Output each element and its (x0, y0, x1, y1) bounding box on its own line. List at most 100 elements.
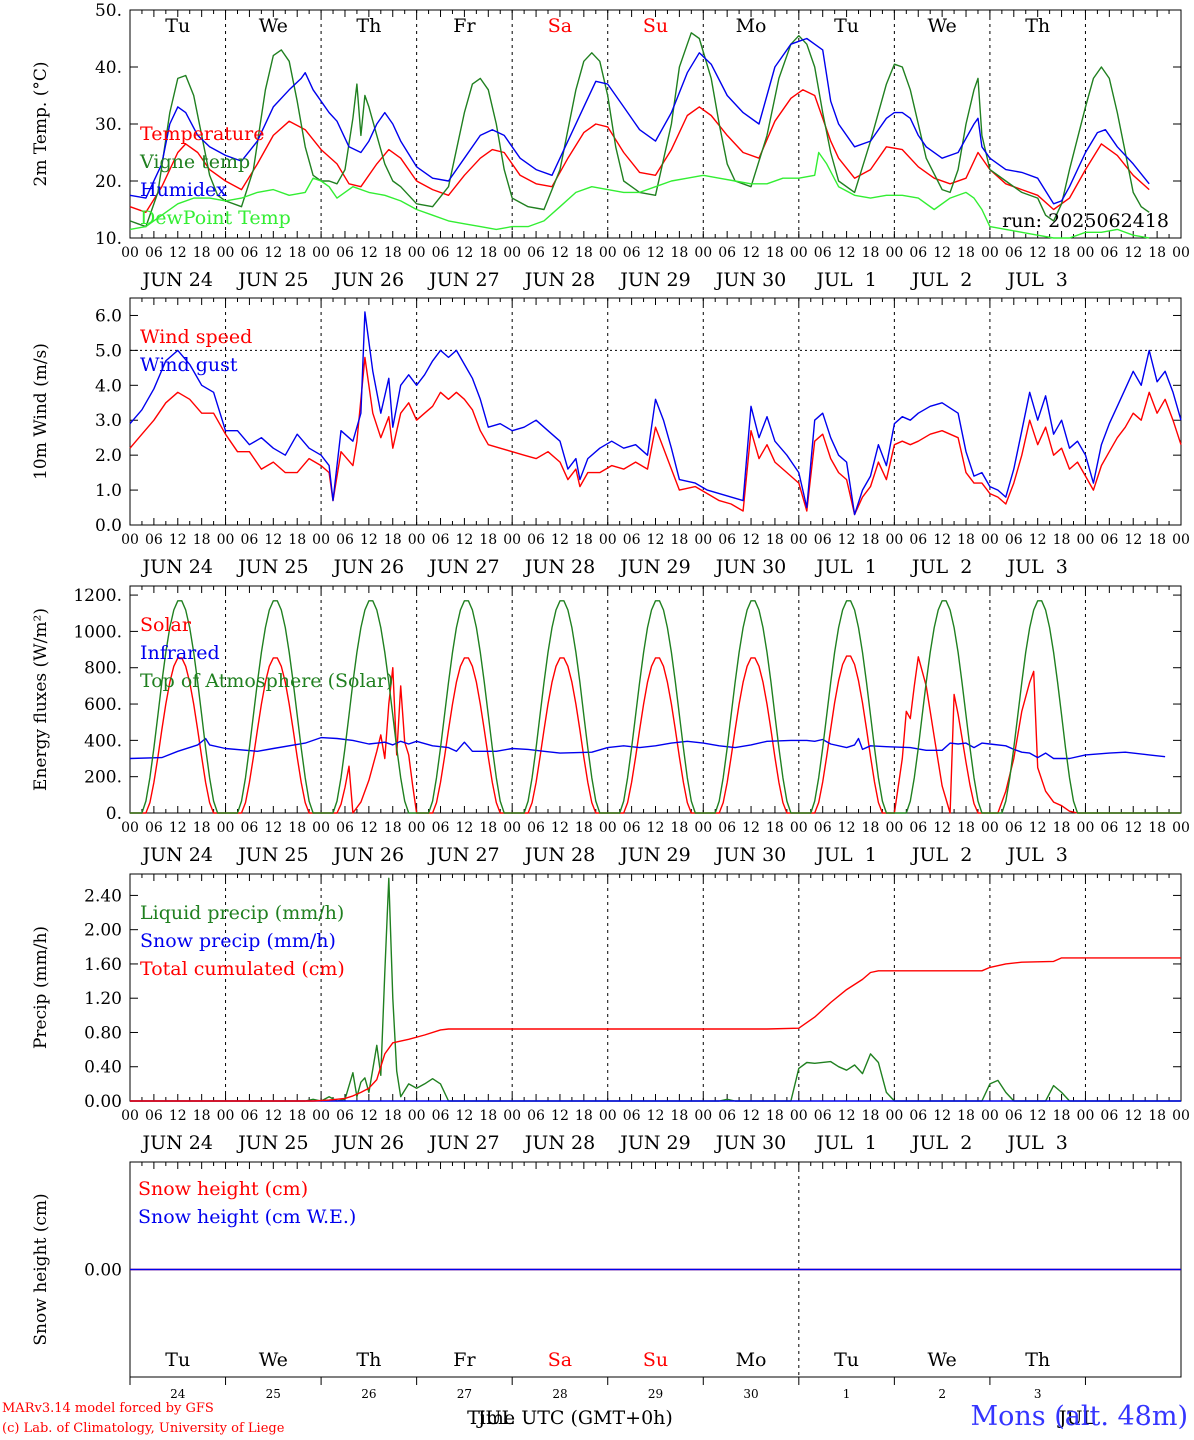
hour-label: 12 (455, 1108, 473, 1124)
hour-label: 18 (479, 1108, 497, 1124)
hour-label: 06 (336, 820, 354, 836)
legend-entry: Snow precip (mm/h) (140, 930, 336, 952)
hour-label: 12 (551, 1108, 569, 1124)
y-tick-label: 200. (84, 768, 122, 788)
hour-label: 06 (241, 820, 259, 836)
date-label: JUN 24 (141, 556, 213, 578)
hour-label: 18 (1148, 1108, 1166, 1124)
hour-label: 18 (670, 245, 688, 261)
hour-label: 12 (1029, 245, 1047, 261)
hour-label: 06 (145, 820, 163, 836)
date-label: JUN 30 (714, 556, 786, 578)
y-tick-label: 5.0 (95, 341, 122, 361)
hour-label: 18 (193, 1108, 211, 1124)
date-label: JUN 27 (427, 1132, 499, 1154)
series-line (129, 151, 1150, 239)
hour-label: 18 (575, 1108, 593, 1124)
hour-label: 18 (384, 820, 402, 836)
hour-label: 06 (814, 245, 832, 261)
legend-entry: Snow height (cm W.E.) (138, 1206, 356, 1228)
hour-label: 06 (623, 532, 641, 548)
hour-label: 06 (1100, 245, 1118, 261)
hour-label: 00 (599, 245, 617, 261)
hour-label: 06 (432, 245, 450, 261)
date-label: JUN 26 (332, 844, 404, 866)
weekday-label: We (928, 15, 957, 37)
y-tick-label: 2.00 (84, 921, 122, 941)
hour-label: 18 (1148, 820, 1166, 836)
hour-label: 00 (503, 1108, 521, 1124)
hour-label: 12 (551, 820, 569, 836)
hour-label: 18 (1053, 1108, 1071, 1124)
date-label: JUN 29 (618, 1132, 690, 1154)
hour-label: 06 (432, 1108, 450, 1124)
hour-label: 18 (670, 1108, 688, 1124)
hour-label: 06 (1005, 532, 1023, 548)
hour-label: 18 (479, 532, 497, 548)
y-tick-label: 1000. (73, 622, 122, 642)
weekday-label: Fr (453, 1349, 476, 1371)
hour-label: 18 (193, 532, 211, 548)
hour-label: 12 (933, 1108, 951, 1124)
hour-label: 12 (264, 532, 282, 548)
hour-label: 18 (670, 820, 688, 836)
hour-label: 06 (527, 532, 545, 548)
hour-label: 12 (1124, 1108, 1142, 1124)
hour-label: 06 (623, 1108, 641, 1124)
day-number: 25 (266, 1387, 281, 1401)
y-tick-label: 0. (106, 804, 122, 824)
hour-label: 00 (694, 820, 712, 836)
date-label: JUL 2 (910, 844, 972, 866)
hour-label: 00 (312, 245, 330, 261)
date-label: JUN 25 (236, 844, 308, 866)
hour-label: 18 (1148, 245, 1166, 261)
legend-entry: Wind gust (140, 354, 238, 376)
weekday-label: Tu (165, 1349, 190, 1371)
model-credit: MARv3.14 model forced by GFS (2, 1401, 214, 1416)
hour-label: 18 (479, 820, 497, 836)
date-label: JUL 2 (910, 556, 972, 578)
date-label: JUN 28 (523, 1132, 595, 1154)
weekday-label: Mo (736, 1349, 767, 1371)
hour-label: 12 (647, 245, 665, 261)
hour-label: 06 (909, 820, 927, 836)
series-line (129, 311, 1182, 516)
lab-credit: (c) Lab. of Climatology, University of L… (2, 1421, 285, 1436)
hour-label: 00 (885, 820, 903, 836)
hour-label: 06 (814, 820, 832, 836)
hour-label: 18 (288, 1108, 306, 1124)
hour-label: 18 (862, 532, 880, 548)
hour-label: 00 (981, 532, 999, 548)
series-line (129, 32, 1150, 228)
legend-entry: Solar (140, 614, 192, 636)
hour-label: 18 (288, 532, 306, 548)
hour-label: 06 (336, 245, 354, 261)
hour-label: 00 (217, 820, 235, 836)
date-label: JUN 27 (427, 844, 499, 866)
panel-3-frame (129, 585, 1182, 814)
hour-label: 00 (408, 532, 426, 548)
hour-label: 12 (169, 532, 187, 548)
hour-label: 12 (551, 245, 569, 261)
hour-label: 00 (885, 1108, 903, 1124)
hour-label: 12 (742, 245, 760, 261)
hour-label: 18 (766, 820, 784, 836)
hour-label: 18 (193, 820, 211, 836)
series-line (130, 600, 1181, 814)
legend-entry: Liquid precip (mm/h) (140, 902, 344, 924)
hour-label: 18 (862, 245, 880, 261)
hour-label: 06 (145, 1108, 163, 1124)
hour-label: 00 (1172, 532, 1190, 548)
hour-label: 18 (957, 532, 975, 548)
hour-label: 06 (1005, 1108, 1023, 1124)
date-label: JUL 3 (1005, 269, 1067, 291)
date-label: JUN 24 (141, 844, 213, 866)
hour-label: 06 (241, 245, 259, 261)
legend-entry: Wind speed (140, 326, 252, 348)
date-label: JUL 1 (814, 269, 876, 291)
legend-entry: Total cumulated (cm) (140, 958, 345, 980)
y-tick-label: 10. (95, 229, 122, 249)
date-label: JUN 27 (427, 556, 499, 578)
station-label: Mons (alt. 48m) (970, 1401, 1188, 1432)
hour-label: 00 (790, 532, 808, 548)
